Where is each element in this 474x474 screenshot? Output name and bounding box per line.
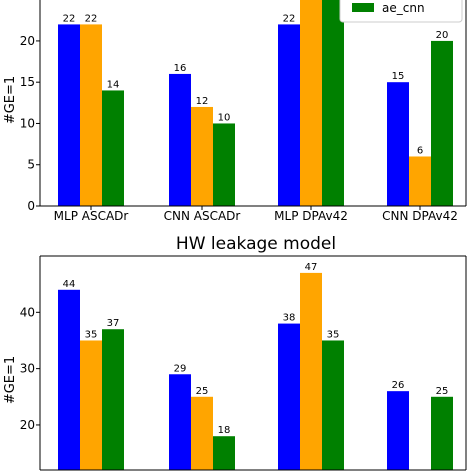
bar-label: 37 bbox=[107, 318, 120, 329]
x-tick-label: MLP DPAv42 bbox=[274, 209, 348, 223]
bar-label: 12 bbox=[196, 96, 209, 107]
bar-p0-s1-c3 bbox=[409, 156, 431, 206]
bar-p0-s1-c0 bbox=[80, 24, 102, 206]
bar-p1-s0-c3 bbox=[387, 391, 409, 470]
bar-p0-s2-c1 bbox=[213, 123, 235, 206]
y-axis-label: #GE=1 bbox=[3, 356, 18, 404]
bar-p1-s1-c2 bbox=[300, 272, 322, 470]
bar-label: 35 bbox=[85, 329, 98, 340]
legend: ae_cnn bbox=[339, 0, 463, 23]
bar-p1-s2-c1 bbox=[213, 436, 235, 470]
bar-p1-s1-c1 bbox=[191, 396, 213, 470]
bar-p1-s0-c1 bbox=[169, 374, 191, 470]
y-tick-label: 0 bbox=[27, 199, 35, 213]
bar-label: 22 bbox=[63, 13, 76, 24]
bar-label: 26 bbox=[392, 380, 405, 391]
bar-label: 29 bbox=[174, 363, 187, 374]
bar-label: 35 bbox=[327, 329, 340, 340]
bar-label: 6 bbox=[417, 145, 423, 156]
bar-p0-s0-c3 bbox=[387, 82, 409, 206]
y-axis-label: #GE=1 bbox=[3, 76, 18, 124]
y-tick-label: 15 bbox=[20, 75, 35, 89]
x-tick-label: MLP ASCADr bbox=[54, 209, 129, 223]
x-tick-label: CNN ASCADr bbox=[164, 209, 241, 223]
bar-p0-s1-c2 bbox=[300, 0, 322, 206]
y-tick-label: 5 bbox=[27, 158, 35, 172]
bar-label: 25 bbox=[436, 386, 449, 397]
bar-label: 38 bbox=[283, 313, 296, 324]
chart-panel-top: 22 16 22 15 22 12 6 14 10 20 0 5 10 15 20 MLP ASCADr CNN… bbox=[3, 0, 467, 223]
bar-p1-s2-c3 bbox=[431, 396, 453, 470]
bar-label: 22 bbox=[283, 13, 296, 24]
bar-label: 16 bbox=[174, 63, 187, 74]
bar-p0-s1-c1 bbox=[191, 106, 213, 206]
bar-p1-s0-c0 bbox=[58, 289, 80, 470]
bar-label: 47 bbox=[305, 262, 318, 273]
chart-title: HW leakage model bbox=[176, 234, 336, 254]
legend-swatch bbox=[352, 3, 374, 12]
bar-p1-s2-c2 bbox=[322, 340, 344, 470]
y-tick-label: 10 bbox=[20, 116, 35, 130]
bar-p0-s0-c0 bbox=[58, 24, 80, 206]
bar-label: 22 bbox=[85, 13, 98, 24]
bar-p0-s2-c2 bbox=[322, 0, 344, 206]
bar-label: 20 bbox=[436, 30, 449, 41]
x-tick-label: CNN DPAv42 bbox=[382, 209, 458, 223]
bar-label: 25 bbox=[196, 386, 209, 397]
chart-panel-bottom: 44 29 38 26 35 25 47 37 18 35 25 20 30 40 #GE=1 HW leak… bbox=[3, 234, 467, 471]
bar-label: 15 bbox=[392, 71, 405, 82]
y-tick-label: 20 bbox=[20, 34, 35, 48]
bar-p1-s2-c0 bbox=[102, 329, 124, 470]
y-tick-label: 20 bbox=[20, 418, 35, 432]
y-tick-label: 40 bbox=[20, 305, 35, 319]
bar-p1-s0-c2 bbox=[278, 323, 300, 470]
bar-label: 18 bbox=[218, 425, 231, 436]
bar-p1-s1-c0 bbox=[80, 340, 102, 470]
bar-label: 44 bbox=[63, 279, 76, 290]
bar-p0-s2-c0 bbox=[102, 90, 124, 206]
bar-p0-s0-c1 bbox=[169, 73, 191, 206]
y-tick-label: 30 bbox=[20, 362, 35, 376]
bar-label: 10 bbox=[218, 112, 231, 123]
legend-entry-label: ae_cnn bbox=[382, 1, 425, 15]
bar-p0-s2-c3 bbox=[431, 40, 453, 206]
bar-p0-s0-c2 bbox=[278, 24, 300, 206]
bar-label: 14 bbox=[107, 79, 120, 90]
